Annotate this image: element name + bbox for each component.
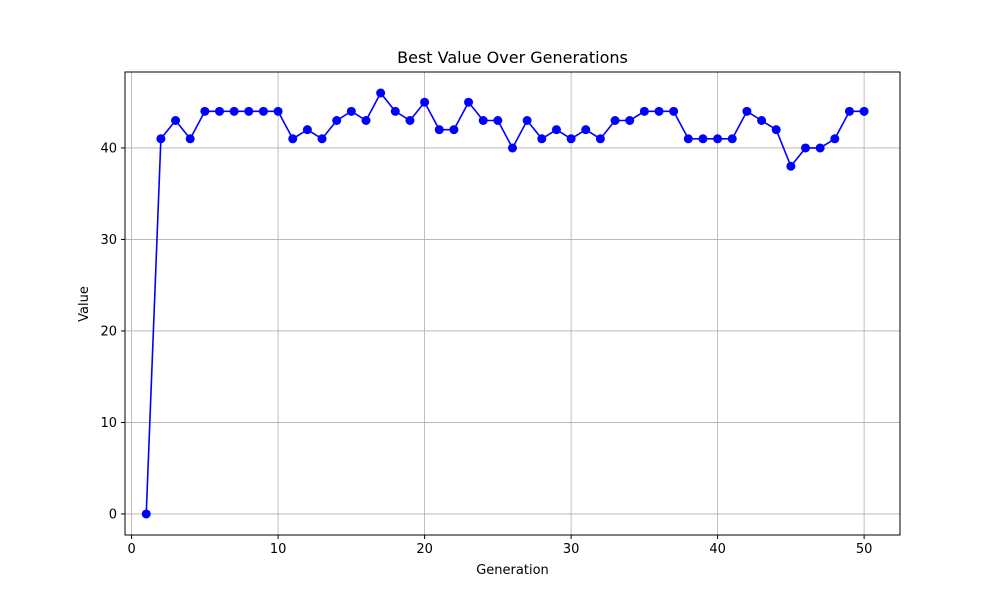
- x-axis-label: Generation: [476, 563, 549, 578]
- y-tick-label: 40: [100, 141, 117, 156]
- data-point: [302, 125, 312, 135]
- data-point: [273, 106, 283, 116]
- y-axis-label: Value: [77, 286, 92, 322]
- data-point: [478, 115, 488, 125]
- data-point: [229, 106, 239, 116]
- data-point: [522, 115, 532, 125]
- data-point: [200, 106, 210, 116]
- data-point: [185, 134, 195, 144]
- data-point: [727, 134, 737, 144]
- data-point: [581, 125, 591, 135]
- chart-title: Best Value Over Generations: [397, 48, 628, 67]
- data-point: [420, 97, 430, 107]
- data-point: [595, 134, 605, 144]
- data-point: [801, 143, 811, 153]
- data-point: [244, 106, 254, 116]
- x-tick-label: 50: [856, 542, 873, 557]
- data-point: [610, 115, 620, 125]
- y-tick-label: 10: [100, 416, 117, 431]
- data-point: [214, 106, 224, 116]
- grid-layer: [125, 72, 900, 535]
- data-point: [757, 115, 767, 125]
- data-point: [258, 106, 268, 116]
- x-tick-label: 30: [563, 542, 580, 557]
- data-point: [156, 134, 166, 144]
- data-point: [332, 115, 342, 125]
- x-tick-label: 10: [270, 542, 287, 557]
- data-point: [654, 106, 664, 116]
- data-point: [537, 134, 547, 144]
- y-tick-label: 30: [100, 233, 117, 248]
- data-point: [464, 97, 474, 107]
- data-point: [639, 106, 649, 116]
- data-point: [405, 115, 415, 125]
- data-point: [830, 134, 840, 144]
- y-tick-label: 20: [100, 324, 117, 339]
- data-point: [566, 134, 576, 144]
- data-point: [713, 134, 723, 144]
- data-point: [844, 106, 854, 116]
- data-point: [361, 115, 371, 125]
- data-point: [434, 125, 444, 135]
- data-point: [141, 509, 151, 519]
- tick-layer: 0 10 20 30 40 50 0 10 20 30 40: [100, 141, 872, 557]
- data-point: [742, 106, 752, 116]
- x-tick-label: 0: [127, 542, 135, 557]
- series-layer: [141, 88, 869, 519]
- data-point: [771, 125, 781, 135]
- data-point: [625, 115, 635, 125]
- data-point: [859, 106, 869, 116]
- data-point: [376, 88, 386, 98]
- data-point: [669, 106, 679, 116]
- x-tick-label: 20: [416, 542, 433, 557]
- data-point: [317, 134, 327, 144]
- data-point: [493, 115, 503, 125]
- data-point: [815, 143, 825, 153]
- data-point: [288, 134, 298, 144]
- data-point: [449, 125, 459, 135]
- plot-area-frame: [124, 71, 901, 536]
- data-point: [683, 134, 693, 144]
- data-point: [508, 143, 517, 153]
- data-point: [786, 161, 796, 171]
- y-tick-label: 0: [109, 507, 117, 522]
- data-point: [171, 115, 181, 125]
- data-point: [698, 134, 708, 144]
- data-point: [551, 125, 561, 135]
- data-point: [346, 106, 356, 116]
- x-tick-label: 40: [709, 542, 726, 557]
- data-point: [390, 106, 400, 116]
